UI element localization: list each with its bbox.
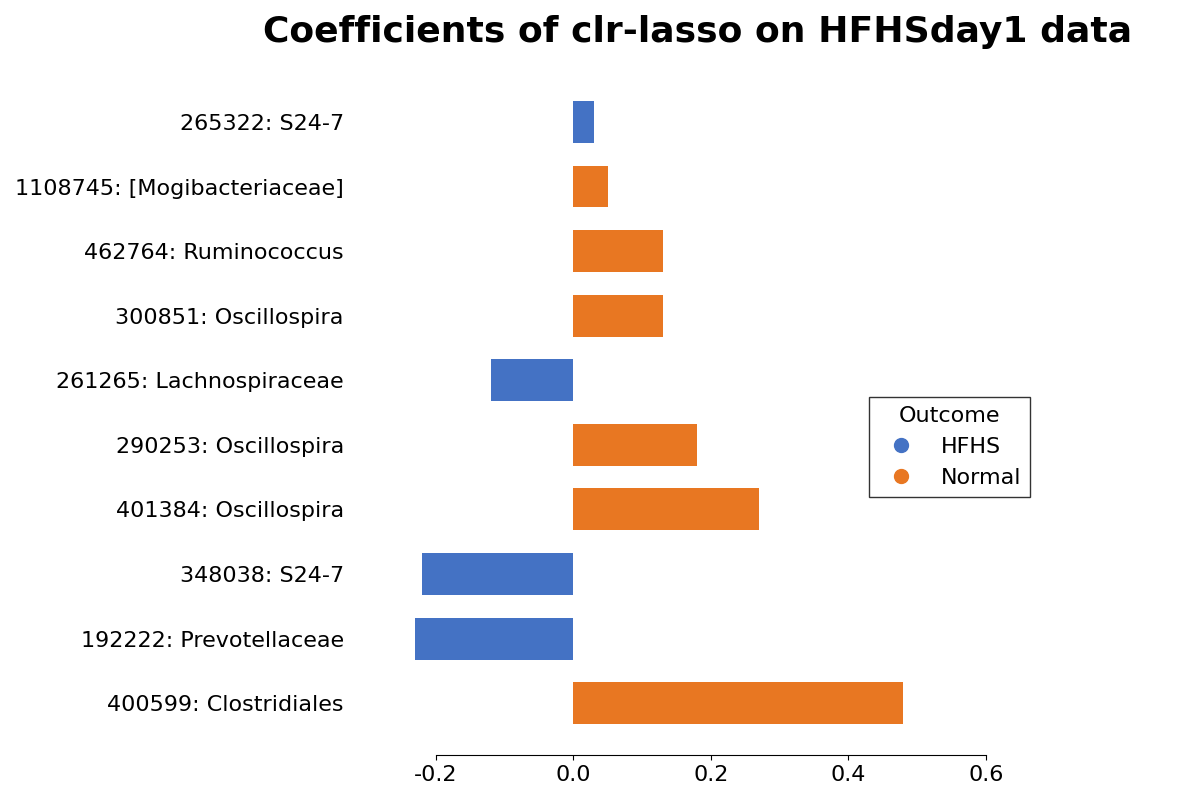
Legend: HFHS, Normal: HFHS, Normal — [869, 397, 1030, 497]
Bar — [574, 166, 608, 207]
Bar — [574, 682, 904, 724]
Bar — [415, 618, 574, 659]
Bar — [574, 424, 697, 466]
Bar — [574, 489, 760, 530]
Bar — [491, 359, 574, 402]
Bar — [574, 101, 594, 143]
Bar — [574, 230, 662, 272]
Bar — [574, 294, 662, 337]
Bar — [422, 553, 574, 595]
Title: Coefficients of clr-lasso on HFHSday1 data: Coefficients of clr-lasso on HFHSday1 da… — [263, 15, 1132, 49]
